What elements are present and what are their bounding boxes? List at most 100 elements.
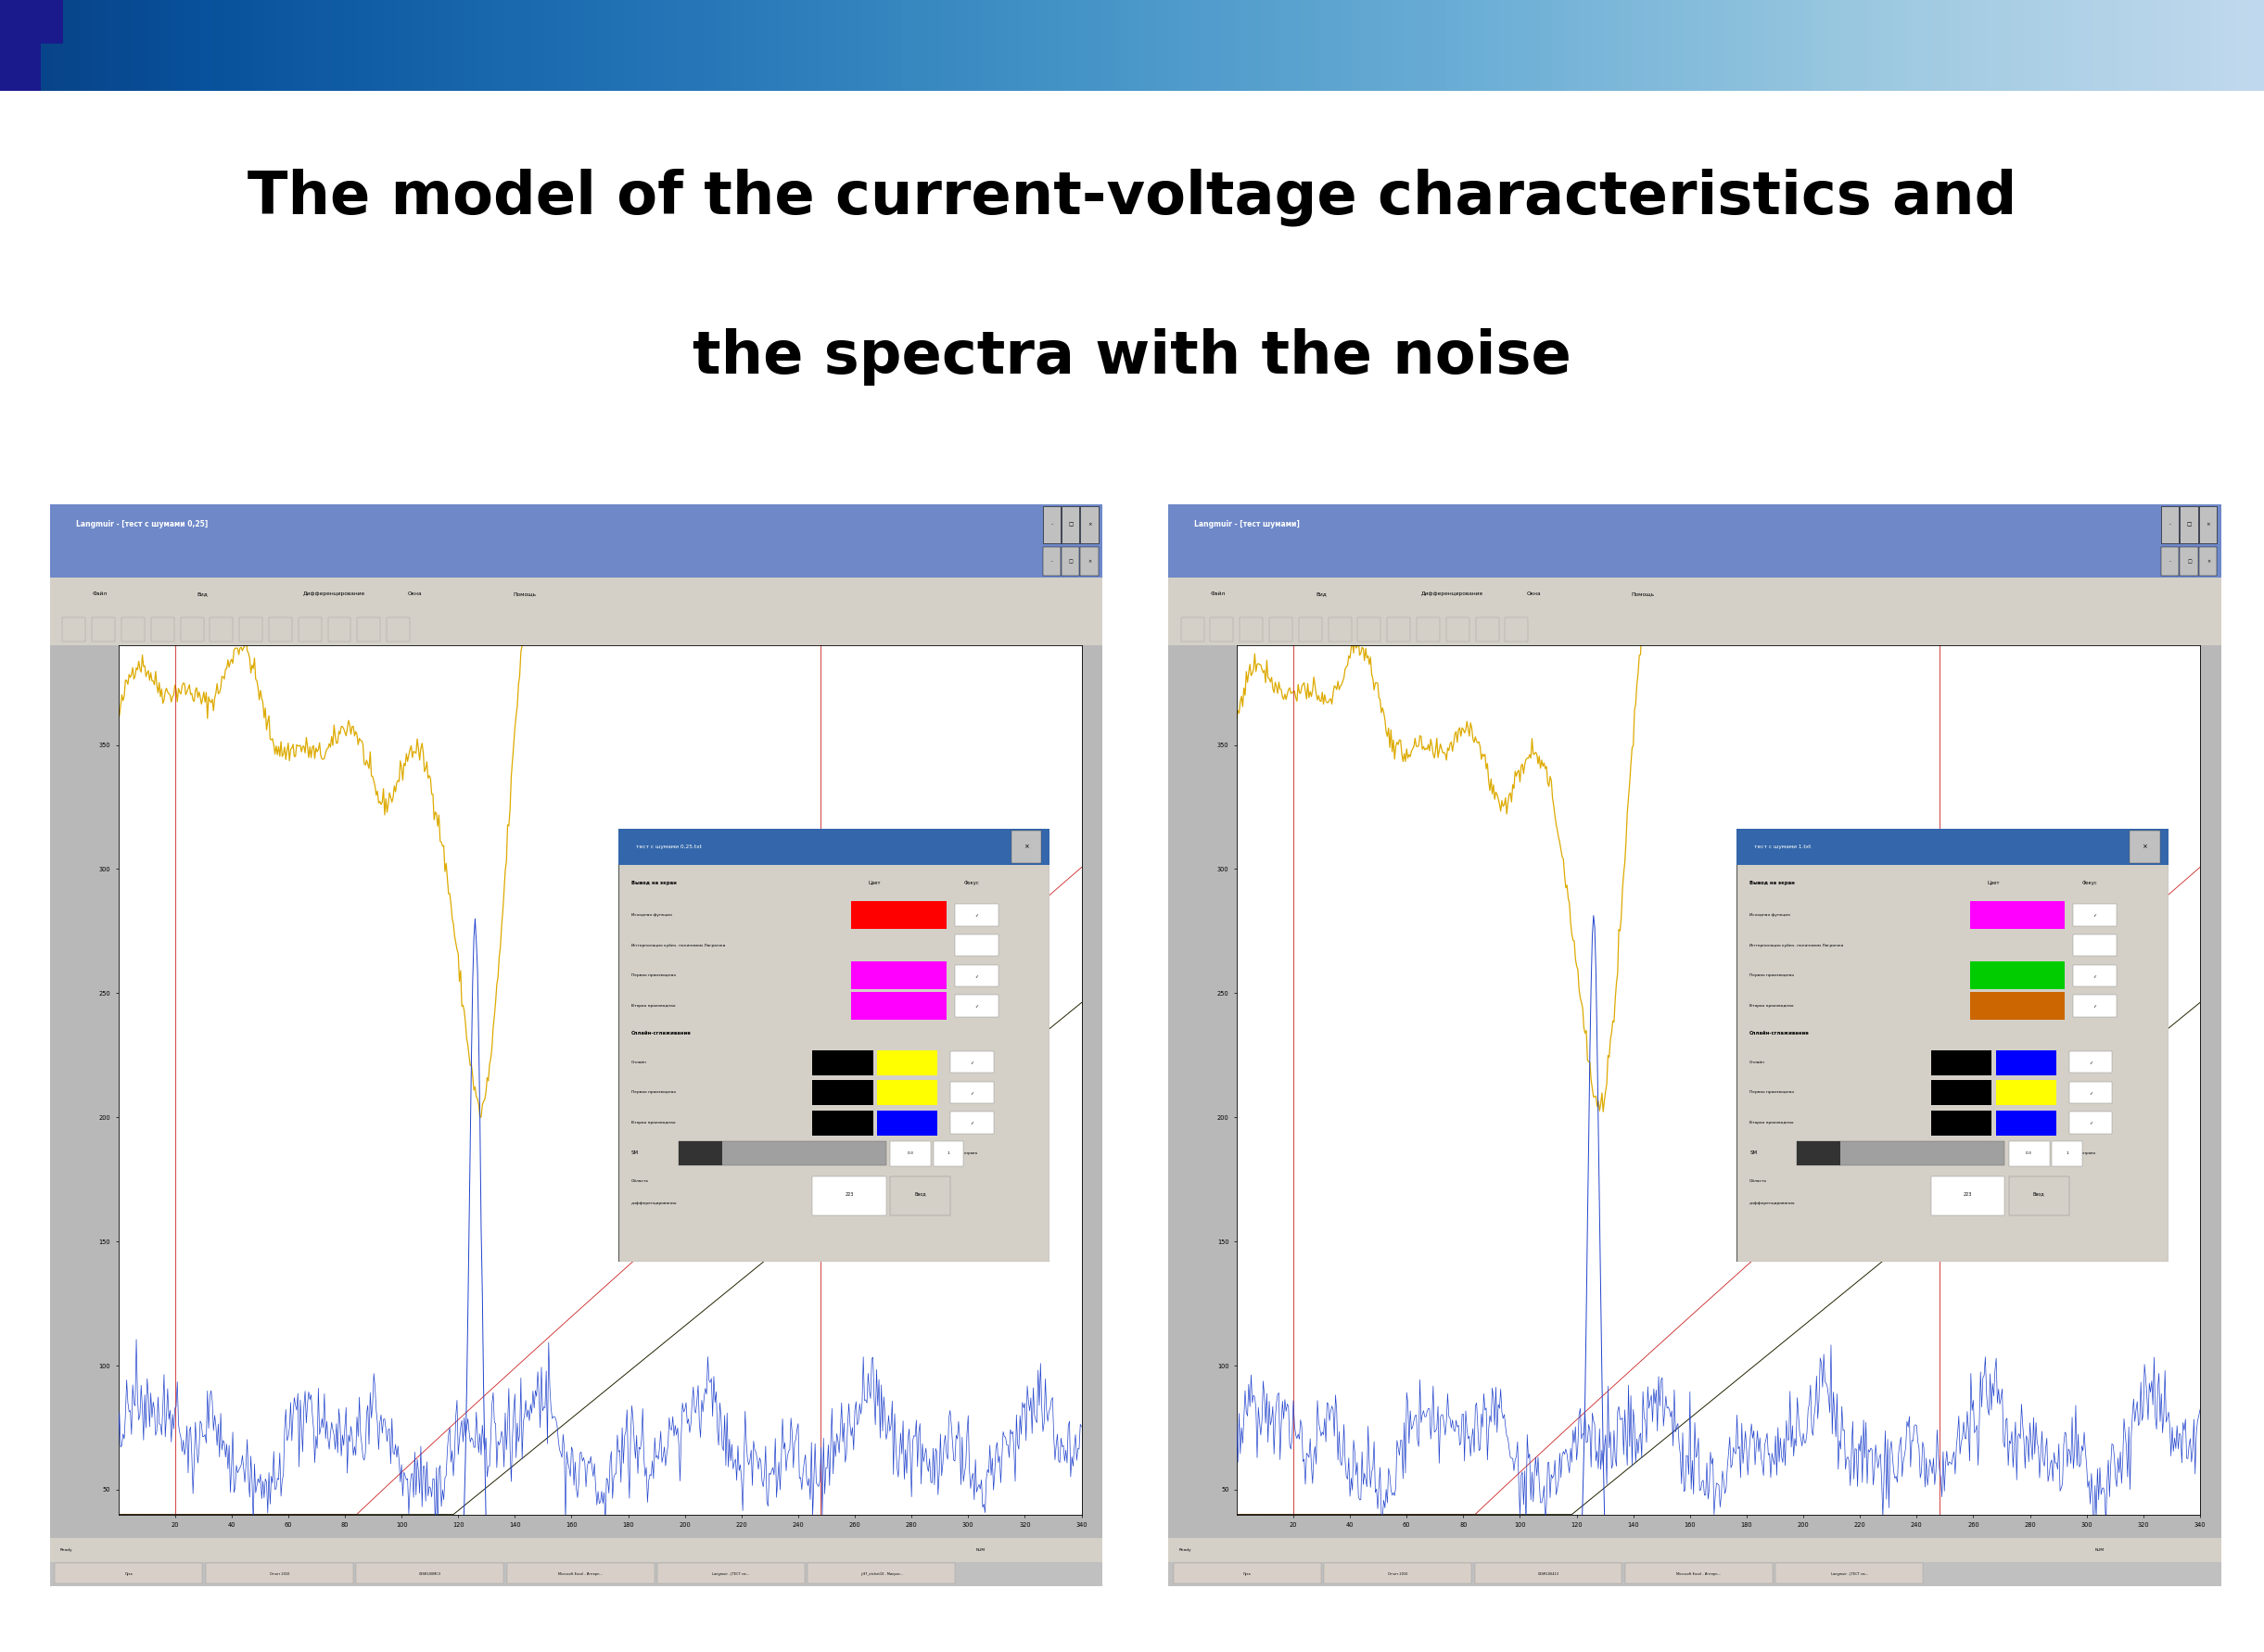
Text: Цвет: Цвет xyxy=(869,881,881,885)
Text: ×: × xyxy=(2142,844,2146,849)
Text: Вывод на экран: Вывод на экран xyxy=(632,881,677,885)
Bar xyxy=(1995,1051,2056,1075)
Bar xyxy=(1241,618,1263,641)
Bar xyxy=(54,1563,201,1584)
Bar xyxy=(2160,506,2178,544)
Bar xyxy=(2198,506,2216,544)
Bar xyxy=(1329,618,1352,641)
Text: Первая производная: Первая производная xyxy=(632,973,675,978)
Bar xyxy=(1798,1142,1841,1165)
Text: тест с шумами 0,25.txt: тест с шумами 0,25.txt xyxy=(636,844,702,849)
Text: Сплайн-сглаживание: Сплайн-сглаживание xyxy=(632,1031,691,1036)
Bar xyxy=(1168,1563,2221,1586)
Bar xyxy=(2069,1051,2112,1074)
Bar xyxy=(1931,1080,1992,1105)
Text: Первая производная: Первая производная xyxy=(1750,1090,1793,1094)
Bar xyxy=(152,618,174,641)
Text: Помощь: Помощь xyxy=(1632,591,1655,596)
Text: ✓: ✓ xyxy=(974,973,978,978)
Bar xyxy=(1474,1563,1621,1584)
Text: Вторая производная: Вторая производная xyxy=(632,1122,675,1125)
Bar xyxy=(1476,618,1499,641)
Bar xyxy=(206,1563,353,1584)
Bar xyxy=(2074,904,2117,925)
Bar xyxy=(2180,506,2198,544)
Bar xyxy=(1173,1563,1320,1584)
Bar xyxy=(1168,578,2221,610)
Text: Ready: Ready xyxy=(1180,1548,1191,1553)
Text: Microsoft Excel - Интерн...: Microsoft Excel - Интерн... xyxy=(559,1573,602,1576)
Bar xyxy=(2051,1142,2083,1166)
Text: Файл: Файл xyxy=(1211,591,1225,596)
Bar xyxy=(1970,902,2065,928)
Text: дифференцирования: дифференцирования xyxy=(632,1201,677,1204)
Text: 1: 1 xyxy=(2065,1151,2069,1155)
Bar xyxy=(1062,506,1080,544)
Bar xyxy=(808,1563,955,1584)
Bar xyxy=(63,618,86,641)
Bar xyxy=(1931,1051,1992,1075)
Bar xyxy=(933,1142,964,1166)
Text: □: □ xyxy=(1069,558,1073,563)
Text: Исходная функция: Исходная функция xyxy=(1750,914,1791,917)
Bar xyxy=(1775,1563,1922,1584)
Text: Вид: Вид xyxy=(1315,591,1327,596)
Text: ✓: ✓ xyxy=(971,1061,974,1064)
Bar xyxy=(679,1142,722,1165)
Bar xyxy=(813,1080,874,1105)
Bar xyxy=(387,618,410,641)
Bar xyxy=(0,0,41,91)
Text: Фокус: Фокус xyxy=(2083,881,2096,885)
Text: Первая производная: Первая производная xyxy=(1750,973,1793,978)
Bar xyxy=(1388,618,1410,641)
Text: Вид: Вид xyxy=(197,591,208,596)
Text: 0.3: 0.3 xyxy=(908,1151,915,1155)
Bar xyxy=(813,1051,874,1075)
Text: Ввод: Ввод xyxy=(915,1191,926,1196)
Text: Вторая производная: Вторая производная xyxy=(632,1004,675,1008)
Text: Langmuir - [ТЕСТ см...: Langmuir - [ТЕСТ см... xyxy=(713,1573,749,1576)
Text: 223: 223 xyxy=(844,1191,854,1196)
Text: ×: × xyxy=(1089,558,1091,563)
Text: Сплайн: Сплайн xyxy=(1750,1061,1766,1064)
Bar xyxy=(1168,610,2221,646)
Bar xyxy=(2180,547,2198,575)
Text: Файл: Файл xyxy=(93,591,106,596)
Bar xyxy=(328,618,351,641)
Bar xyxy=(181,618,204,641)
Bar xyxy=(1970,993,2065,1019)
Bar xyxy=(1970,961,2065,990)
Text: ✓: ✓ xyxy=(2092,973,2096,978)
Text: NUM: NUM xyxy=(2094,1548,2103,1553)
Text: дифференцирования: дифференцирования xyxy=(1750,1201,1795,1204)
Text: Интерполяция кубич. полиномом Лагранжа: Интерполяция кубич. полиномом Лагранжа xyxy=(632,943,724,947)
Text: справа: справа xyxy=(2083,1151,2096,1155)
Text: ×: × xyxy=(1023,844,1028,849)
Bar xyxy=(1417,618,1440,641)
Bar xyxy=(1931,1110,1992,1137)
Bar xyxy=(657,1563,804,1584)
Bar xyxy=(93,618,115,641)
Bar xyxy=(955,995,998,1016)
Bar xyxy=(1736,828,2169,866)
Text: Пуск: Пуск xyxy=(125,1573,134,1576)
Text: Окна: Окна xyxy=(408,591,421,596)
Text: the spectra with the noise: the spectra with the noise xyxy=(693,329,1571,387)
Text: ✓: ✓ xyxy=(2092,1004,2096,1008)
Text: Langmuir - [тест шумами]: Langmuir - [тест шумами] xyxy=(1195,520,1300,529)
Bar xyxy=(1506,618,1528,641)
Bar xyxy=(876,1051,937,1075)
Bar xyxy=(2069,1112,2112,1133)
Bar xyxy=(2008,1142,2049,1166)
Bar xyxy=(2074,965,2117,986)
Bar xyxy=(876,1110,937,1137)
Bar xyxy=(890,1142,931,1166)
Text: The model of the current-voltage characteristics and: The model of the current-voltage charact… xyxy=(247,169,2017,226)
Bar xyxy=(813,1110,874,1137)
Text: CESR100413: CESR100413 xyxy=(1537,1573,1560,1576)
Bar xyxy=(1995,1110,2056,1137)
Bar xyxy=(358,618,380,641)
Bar xyxy=(122,618,145,641)
Text: ✓: ✓ xyxy=(2092,912,2096,917)
Bar xyxy=(890,1176,951,1214)
